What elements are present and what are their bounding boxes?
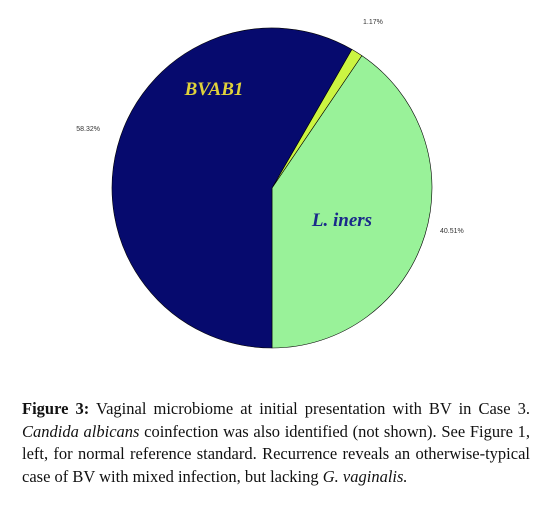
caption-text-2: coinfection was also identified (not sho… (22, 421, 530, 486)
pie-slice-l-iners (271, 55, 433, 349)
figure-caption: Figure 3: Vaginal microbiome at initial … (22, 398, 530, 488)
pie-slices (111, 27, 433, 349)
pie-slice-name-label: L. iners (311, 210, 372, 231)
caption-species-gardnerella: G. vaginalis. (322, 466, 408, 486)
pie-value-label: 40.51% (440, 228, 464, 235)
pie-slice-name-label: BVAB1 (184, 79, 244, 100)
pie-value-label: 58.32% (76, 126, 100, 133)
pie-chart: 40.51% L. iners 1.17% 58.32% BVAB1 (76, 19, 464, 349)
caption-species-candida: Candida albicans (22, 421, 140, 441)
pie-slice-bvab1 (111, 27, 353, 349)
caption-label: Figure 3: (22, 399, 90, 418)
pie-value-label: 1.17% (363, 19, 383, 26)
caption-text-1: Vaginal microbiome at initial presentati… (89, 399, 530, 418)
pie-labels: 40.51% L. iners 1.17% 58.32% BVAB1 (76, 19, 464, 235)
